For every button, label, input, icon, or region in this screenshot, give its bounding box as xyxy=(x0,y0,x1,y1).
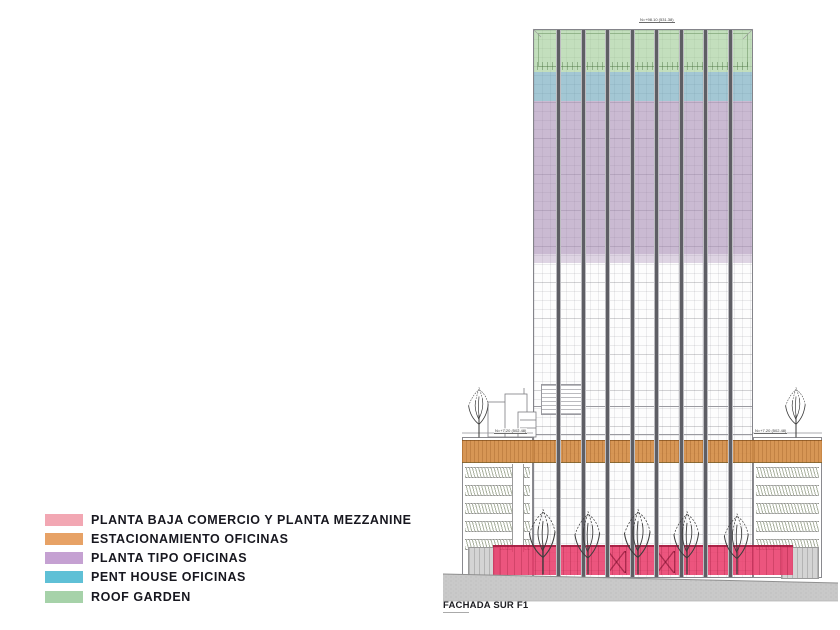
planting-strip xyxy=(756,467,819,478)
legend-swatch-estacionamiento xyxy=(45,533,83,545)
legend-item-pent-house: PENT HOUSE OFICINAS xyxy=(45,570,246,584)
legend-swatch-roof-garden xyxy=(45,591,83,603)
legend-item-planta-baja: PLANTA BAJA COMERCIO Y PLANTA MEZZANINE xyxy=(45,513,412,527)
legend-swatch-planta-tipo xyxy=(45,552,83,564)
legend-label-planta-tipo: PLANTA TIPO OFICINAS xyxy=(91,551,248,565)
planting-strip xyxy=(756,521,819,532)
zone-estacionamiento xyxy=(462,440,822,463)
planting-strip xyxy=(465,467,530,478)
planting-strip xyxy=(756,485,819,496)
canopy-line xyxy=(534,434,752,435)
roof-parapet xyxy=(538,33,748,67)
podium-level-marker-right: N=+7.20 (502.48) xyxy=(754,428,788,434)
ground xyxy=(442,573,839,602)
zone-pent-house xyxy=(534,72,752,101)
mullion xyxy=(630,30,635,577)
tower-facade xyxy=(533,29,753,578)
tree xyxy=(468,387,489,438)
legend-item-estacionamiento: ESTACIONAMIENTO OFICINAS xyxy=(45,532,288,546)
mechanical-louver xyxy=(541,384,583,415)
canopy-line xyxy=(534,406,752,407)
facade-pier xyxy=(512,464,524,552)
legend-label-pent-house: PENT HOUSE OFICINAS xyxy=(91,570,246,584)
planting-strip xyxy=(465,503,530,514)
mullion xyxy=(728,30,733,577)
mullion xyxy=(581,30,586,577)
legend-item-planta-tipo: PLANTA TIPO OFICINAS xyxy=(45,551,247,565)
legend-swatch-pent-house xyxy=(45,571,83,583)
planting-strip xyxy=(465,485,530,496)
planting-strip xyxy=(465,521,530,532)
zone-planta-baja xyxy=(493,545,793,575)
mullion xyxy=(703,30,708,577)
tree xyxy=(785,387,806,438)
mullion xyxy=(556,30,561,577)
mullion xyxy=(679,30,684,577)
legend-label-roof-garden: ROOF GARDEN xyxy=(91,590,191,604)
zone-planta-tipo xyxy=(534,101,752,254)
legend-item-roof-garden: ROOF GARDEN xyxy=(45,590,191,604)
sheet-title: FACHADA SUR F1 xyxy=(443,600,529,611)
mullion xyxy=(654,30,659,577)
legend-label-estacionamiento: ESTACIONAMIENTO OFICINAS xyxy=(91,532,289,546)
zone-roof-garden xyxy=(534,30,752,72)
podium-level-marker-left: N=+7.20 (502.48) xyxy=(494,428,528,434)
legend-swatch-planta-baja xyxy=(45,514,83,526)
roof-level-marker: N=+98.10 (531.38) xyxy=(639,17,675,23)
legend-label-planta-baja: PLANTA BAJA COMERCIO Y PLANTA MEZZANINE xyxy=(91,513,412,527)
zone-planta-tipo-lower xyxy=(534,254,752,263)
planting-strip xyxy=(756,503,819,514)
mullion xyxy=(605,30,610,577)
